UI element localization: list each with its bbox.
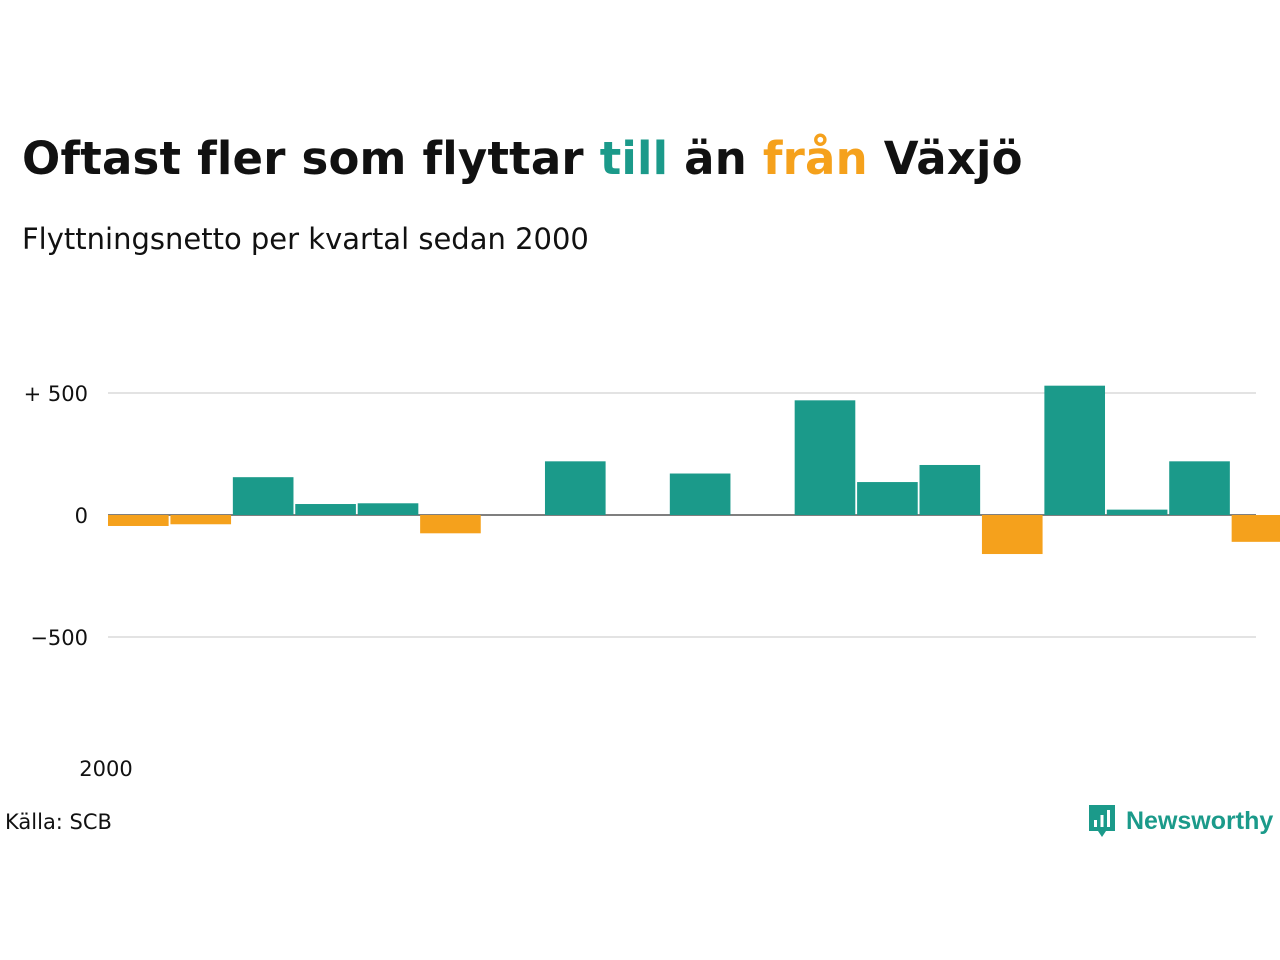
y-tick-label: −500 [30, 626, 88, 650]
bar [794, 400, 856, 515]
bar [544, 461, 606, 515]
bar [357, 503, 419, 515]
brand-logo[interactable]: Newsworthy [1087, 803, 1273, 839]
bar [420, 515, 481, 534]
title-part-1: Oftast fler som flyttar [22, 132, 600, 185]
y-axis-labels: + 500 0 −500 [24, 382, 88, 650]
bar [232, 477, 294, 515]
y-tick-label: + 500 [24, 382, 88, 406]
bar [1169, 461, 1230, 515]
chart-subtitle: Flyttningsnetto per kvartal sedan 2000 [22, 222, 589, 256]
newsworthy-logo-icon [1089, 805, 1115, 837]
bar [981, 515, 1043, 555]
bar [1044, 385, 1106, 515]
bar [857, 482, 918, 515]
bar [170, 515, 232, 525]
title-highlight-till: till [599, 132, 669, 185]
bar [1106, 509, 1168, 515]
bar [108, 515, 169, 526]
bar [295, 504, 356, 515]
bar [669, 473, 731, 515]
chart-title: Oftast fler som flyttar till än från Väx… [22, 132, 1023, 185]
bar [1231, 515, 1280, 542]
x-axis-labels: 20002005201020152020 [79, 757, 132, 781]
source-note: Källa: SCB [5, 810, 112, 834]
bar-layer [108, 385, 1280, 555]
y-tick-label: 0 [75, 504, 88, 528]
net-migration-bar-chart: + 500 0 −500 20002005201020152020 [24, 382, 1280, 781]
title-part-2: än [668, 132, 763, 185]
title-part-3: Växjö [867, 132, 1023, 185]
x-tick-label: 2000 [79, 757, 132, 781]
bar [919, 464, 981, 515]
brand-name: Newsworthy [1126, 806, 1274, 835]
title-highlight-fran: från [762, 132, 868, 185]
